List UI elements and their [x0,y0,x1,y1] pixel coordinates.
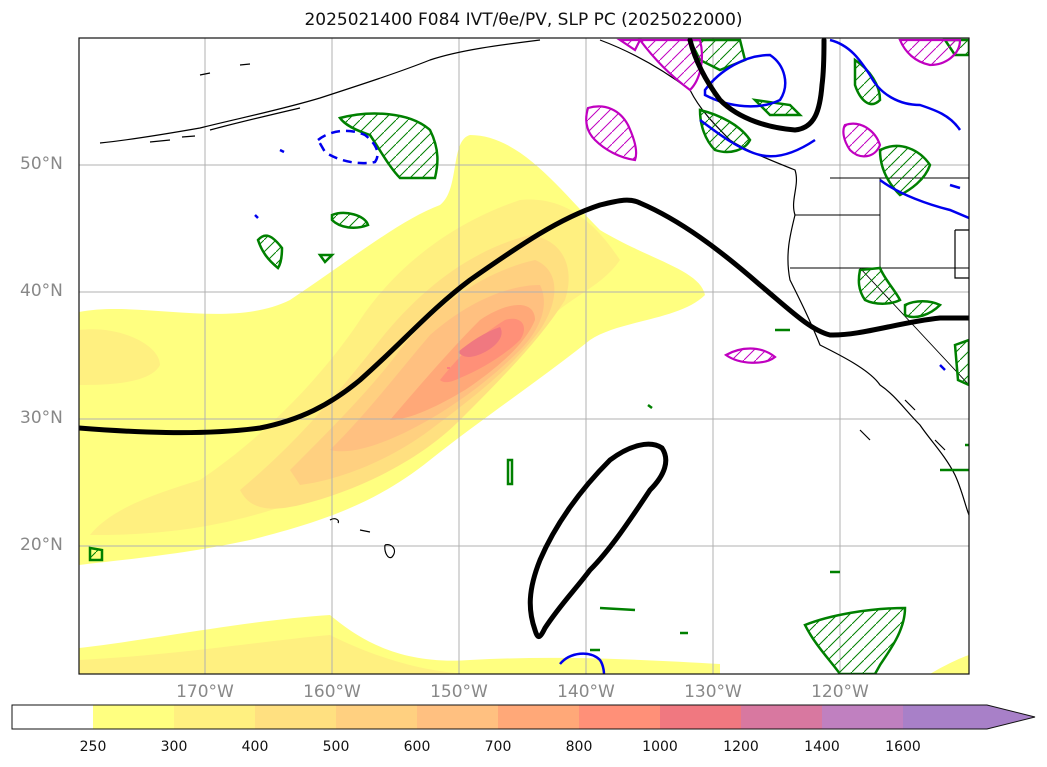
slp-north-contour [687,38,827,133]
colorbar [11,704,1036,730]
colorbar-extend-arrow [987,705,1035,729]
lon-label-120w: 120°W [811,682,869,702]
colorbar-label-1000: 1000 [642,739,678,755]
pv-green-contours [88,38,969,674]
lon-label-170w: 170°W [176,682,234,702]
colorbar-label-800: 800 [565,739,593,755]
theta-e-contours [254,38,969,674]
colorbar-label-1400: 1400 [804,739,840,755]
ivt-level-1000 [458,327,502,357]
lat-label-40n: 40°N [20,281,63,301]
colorbar-label-700: 700 [484,739,512,755]
pv-magenta-contours [585,38,962,364]
colorbar-label-500: 500 [322,739,350,755]
slp-main-contour [79,197,969,436]
colorbar-label-300: 300 [160,739,188,755]
slp-closed-contour [527,441,669,639]
colorbar-label-400: 400 [241,739,269,755]
map-plot-area [79,38,969,674]
graticule [79,38,969,674]
west-coast [787,214,969,516]
hawaii [329,518,396,559]
ivt-filled-contours [79,135,969,674]
lat-label-50n: 50°N [20,154,63,174]
lat-label-30n: 30°N [20,408,63,428]
lon-label-160w: 160°W [303,682,361,702]
colorbar-label-600: 600 [403,739,431,755]
ivt-level-250-east [930,655,969,674]
map-frame [78,37,970,675]
lat-label-20n: 20°N [20,535,63,555]
ivt-level-300-south [79,635,470,674]
colorbar-label-1200: 1200 [723,739,759,755]
lon-label-140w: 140°W [557,682,615,702]
colorbar-label-250: 250 [79,739,107,755]
colorbar-label-1600: 1600 [885,739,921,755]
map-title: 2025021400 F084 IVT/θe/PV, SLP PC (20250… [304,10,743,30]
alaska-coast [99,39,541,144]
lon-label-130w: 130°W [684,682,742,702]
slp-contours [79,38,969,639]
lon-label-150w: 150°W [430,682,488,702]
